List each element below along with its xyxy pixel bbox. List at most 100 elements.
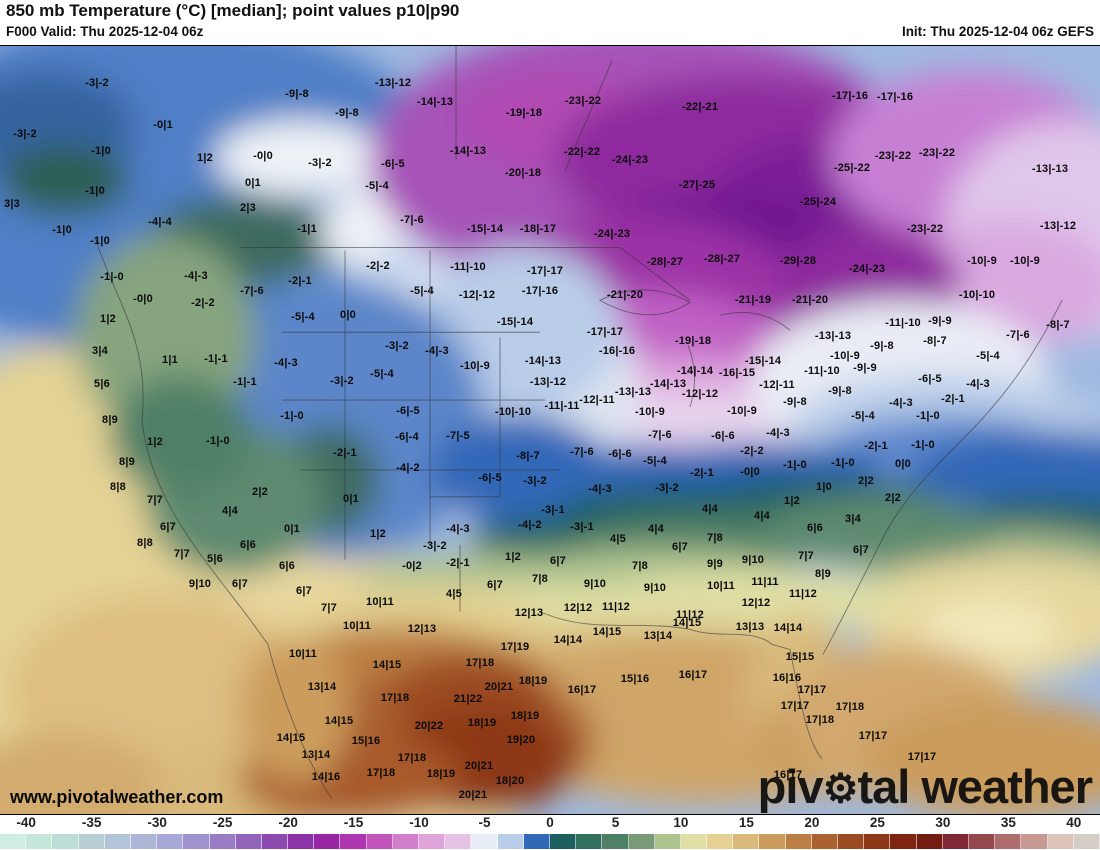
color-scale-cells	[0, 834, 1100, 849]
point-value: 16|16	[772, 672, 802, 684]
point-value: 15|16	[351, 735, 381, 747]
point-value: 13|14	[307, 681, 337, 693]
point-value: -4|-3	[588, 483, 612, 495]
color-cell	[1047, 834, 1074, 849]
point-value: -29|-28	[779, 255, 817, 267]
point-value: -9|-8	[783, 396, 807, 408]
point-value: 0|1	[343, 493, 359, 505]
color-cell	[1073, 834, 1100, 849]
point-value: 4|4	[754, 510, 770, 522]
color-cell	[157, 834, 184, 849]
point-value: 6|7	[853, 544, 869, 556]
point-value: -7|-6	[400, 214, 424, 226]
point-value: -17|-16	[521, 285, 559, 297]
point-value: -18|-17	[519, 223, 557, 235]
point-value: -0|0	[253, 150, 273, 162]
point-value: -5|-4	[370, 368, 394, 380]
point-value: 8|9	[119, 456, 135, 468]
color-cell	[261, 834, 289, 849]
point-value: -22|-21	[681, 101, 719, 113]
point-value: -6|-5	[478, 472, 502, 484]
color-scale-tick: -15	[343, 815, 364, 830]
point-value: 2|2	[858, 475, 874, 487]
point-value: 0|0	[340, 309, 356, 321]
point-value: -4|-3	[766, 427, 790, 439]
header: 850 mb Temperature (°C) [median]; point …	[0, 0, 1100, 45]
point-value: -20|-18	[504, 167, 542, 179]
point-value: 14|14	[553, 634, 583, 646]
point-value: -1|0	[91, 145, 111, 157]
point-value: -5|-4	[851, 410, 875, 422]
color-cell	[680, 834, 708, 849]
point-value: -4|-3	[184, 270, 208, 282]
color-cell	[26, 834, 53, 849]
color-scale-tick: 15	[738, 815, 754, 830]
point-value: -6|-6	[711, 430, 735, 442]
point-value: 15|16	[620, 673, 650, 685]
color-scale-tick: 25	[869, 815, 885, 830]
point-value: -12|-12	[681, 388, 719, 400]
point-value: -2|-1	[941, 393, 965, 405]
point-value: -4|-3	[274, 357, 298, 369]
point-value: -7|-6	[648, 429, 672, 441]
point-value: 10|11	[707, 580, 735, 592]
point-value: -6|-5	[918, 373, 942, 385]
point-value: -0|0	[740, 466, 760, 478]
point-value: 13|13	[735, 621, 765, 633]
color-cell	[995, 834, 1022, 849]
point-value: 6|7	[672, 541, 688, 553]
point-value: 10|11	[366, 596, 394, 608]
color-cell	[419, 834, 446, 849]
point-value: -10|-9	[1010, 255, 1040, 267]
color-cell	[497, 834, 524, 849]
point-value: -10|-9	[635, 406, 665, 418]
point-value: -4|-3	[966, 378, 990, 390]
map-canvas[interactable]: -3|-2 -3|-2 -0|1 -1|0 1|2 -0|0 0|1 -1|0 2|3 3|3 -4…	[0, 45, 1100, 815]
color-scale-tick: 10	[673, 815, 689, 830]
point-value: -1|0	[52, 224, 72, 236]
point-value: -23|-22	[918, 147, 956, 159]
point-value: -2|-1	[333, 447, 357, 459]
point-value: 11|12	[676, 609, 704, 621]
point-value: -7|-6	[1006, 329, 1030, 341]
point-value: 17|18	[465, 657, 495, 669]
point-value: -23|-22	[906, 223, 944, 235]
point-value: -3|-2	[423, 540, 447, 552]
color-scale-tick: 40	[1066, 815, 1082, 830]
color-scale-tick: 35	[1000, 815, 1016, 830]
point-value: -16|-15	[718, 367, 756, 379]
point-value: 1|1	[162, 354, 178, 366]
point-value: -17|-17	[526, 265, 564, 277]
color-cell	[340, 834, 367, 849]
point-value: 1|2	[147, 436, 163, 448]
border-lines	[94, 46, 1063, 800]
point-value: 4|4	[222, 505, 238, 517]
point-value: -14|-14	[676, 365, 714, 377]
point-value: -14|-13	[416, 96, 454, 108]
point-value: -7|-5	[446, 430, 470, 442]
point-value: 2|2	[885, 492, 901, 504]
page-title: 850 mb Temperature (°C) [median]; point …	[6, 1, 460, 20]
point-value: -4|-2	[518, 519, 542, 531]
point-value: 18|19	[467, 717, 497, 729]
color-cell	[707, 834, 734, 849]
point-value: -11|-11	[544, 400, 580, 412]
point-value: -3|-2	[13, 128, 37, 140]
point-value: 12|12	[563, 602, 593, 614]
point-value: 7|8	[632, 560, 648, 572]
point-value: -1|-0	[206, 435, 230, 447]
point-value: -1|1	[297, 223, 317, 235]
point-value: 12|13	[514, 607, 544, 619]
point-value: -1|-0	[831, 457, 855, 469]
point-value: 18|19	[510, 710, 540, 722]
point-value: 15|15	[785, 651, 815, 663]
color-cell	[235, 834, 262, 849]
color-scale-tick: 20	[804, 815, 820, 830]
watermark-link[interactable]: www.pivotalweather.com	[10, 787, 224, 807]
point-value: 18|19	[518, 675, 548, 687]
point-value: 14|16	[311, 771, 341, 783]
point-value: -11|-10	[804, 365, 840, 377]
point-value: -10|-9	[967, 255, 997, 267]
point-value: -21|-20	[791, 294, 829, 306]
point-value: 9|10	[643, 582, 667, 594]
